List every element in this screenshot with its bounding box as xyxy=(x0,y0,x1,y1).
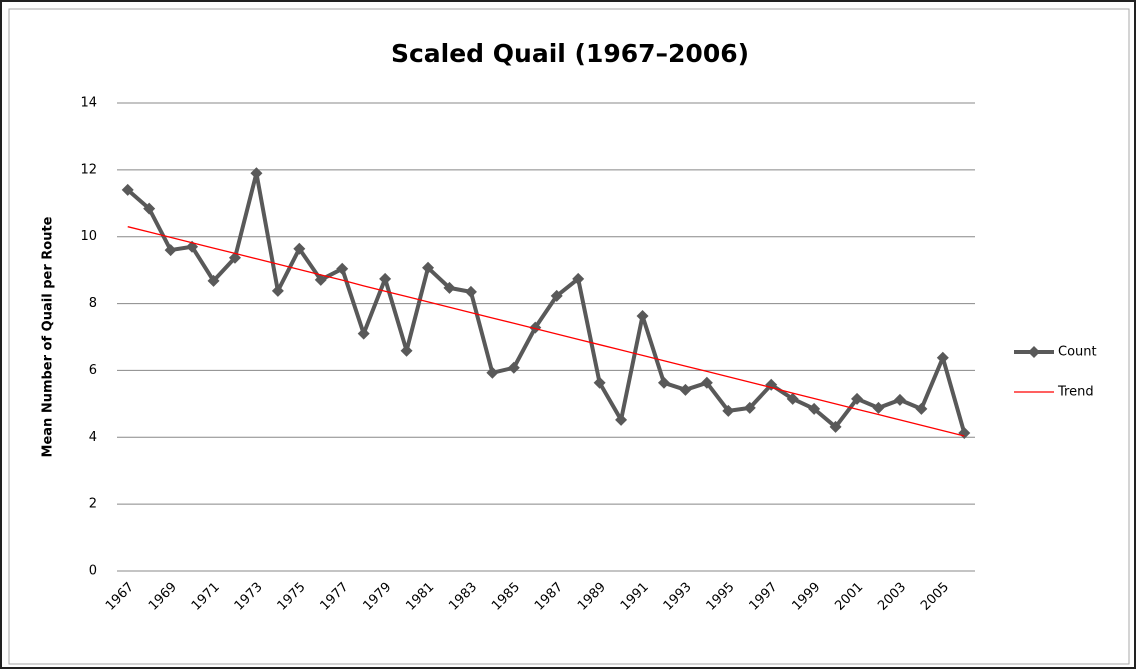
y-axis-label: Mean Number of Quail per Route xyxy=(41,216,56,457)
data-point xyxy=(851,392,864,405)
data-point xyxy=(207,274,220,287)
data-point xyxy=(958,426,971,439)
data-point xyxy=(936,351,949,364)
data-point xyxy=(679,383,692,396)
data-point xyxy=(336,262,349,275)
data-point xyxy=(636,309,649,322)
data-point xyxy=(808,402,821,415)
data-point xyxy=(250,167,263,180)
data-point xyxy=(829,420,842,433)
chart-title: Scaled Quail (1967–2006) xyxy=(391,39,749,68)
y-tick-label: 14 xyxy=(80,96,97,111)
data-point xyxy=(379,272,392,285)
data-point xyxy=(893,393,906,406)
y-tick-label: 0 xyxy=(89,564,97,579)
data-point xyxy=(400,344,413,357)
data-point xyxy=(357,327,370,340)
y-tick-label: 12 xyxy=(80,162,97,177)
data-point xyxy=(550,289,563,302)
data-point xyxy=(293,242,306,255)
data-point xyxy=(143,202,156,215)
data-point xyxy=(464,285,477,298)
data-point xyxy=(314,273,327,286)
series-line xyxy=(127,226,965,437)
data-point xyxy=(529,321,542,334)
data-point xyxy=(443,281,456,294)
data-point xyxy=(486,366,499,379)
data-point xyxy=(743,401,756,414)
series-line xyxy=(126,171,967,434)
y-tick-label: 6 xyxy=(89,363,97,378)
data-point xyxy=(271,284,284,297)
data-point xyxy=(121,183,134,196)
data-point xyxy=(700,376,713,389)
data-point xyxy=(657,376,670,389)
data-point xyxy=(872,401,885,414)
data-point xyxy=(572,272,585,285)
data-point xyxy=(786,392,799,405)
y-tick-label: 4 xyxy=(89,430,97,445)
y-tick-label: 8 xyxy=(89,296,97,311)
data-point xyxy=(164,244,177,257)
data-point xyxy=(722,404,735,417)
data-point xyxy=(422,261,435,274)
data-point xyxy=(507,361,520,374)
legend-marker xyxy=(1028,346,1040,358)
data-point xyxy=(615,413,628,426)
y-tick-label: 10 xyxy=(80,229,97,244)
legend-label: Trend xyxy=(1057,385,1094,400)
y-tick-label: 2 xyxy=(89,497,97,512)
data-point xyxy=(593,376,606,389)
data-point xyxy=(915,402,928,415)
legend-label: Count xyxy=(1058,345,1097,360)
